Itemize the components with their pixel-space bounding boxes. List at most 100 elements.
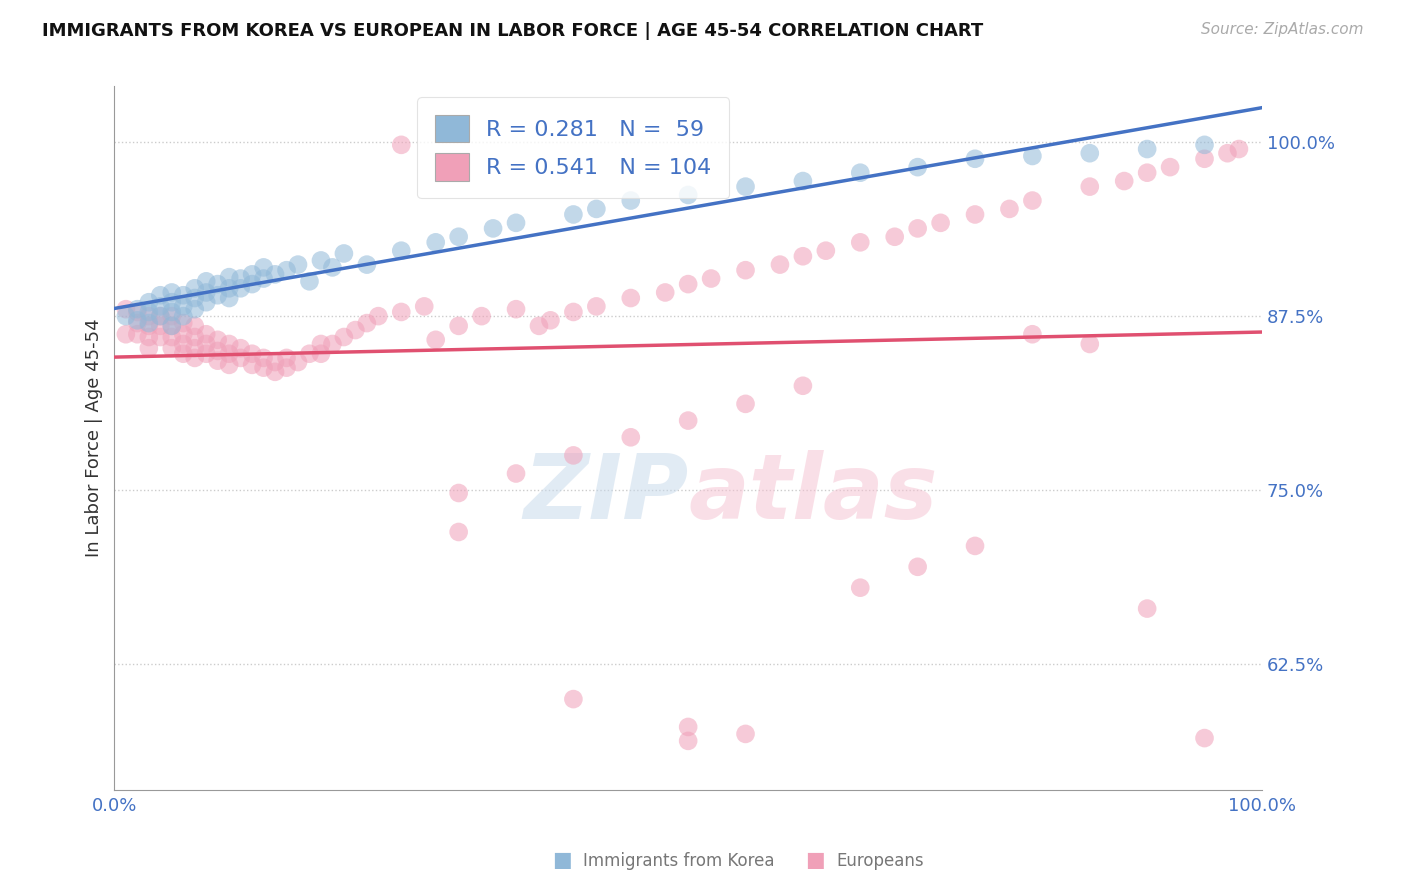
Point bbox=[172, 309, 194, 323]
Point bbox=[184, 318, 207, 333]
Text: Europeans: Europeans bbox=[837, 852, 924, 870]
Point bbox=[769, 258, 792, 272]
Point bbox=[849, 166, 872, 180]
Point bbox=[505, 467, 527, 481]
Point bbox=[963, 207, 986, 221]
Point bbox=[389, 305, 412, 319]
Point bbox=[1136, 601, 1159, 615]
Point bbox=[160, 318, 183, 333]
Point bbox=[207, 353, 229, 368]
Point bbox=[562, 449, 585, 463]
Point bbox=[1021, 149, 1043, 163]
Point bbox=[309, 253, 332, 268]
Point bbox=[792, 174, 814, 188]
Point bbox=[1078, 337, 1101, 351]
Point bbox=[527, 318, 550, 333]
Point bbox=[792, 249, 814, 263]
Point bbox=[413, 299, 436, 313]
Point bbox=[195, 347, 218, 361]
Text: Immigrants from Korea: Immigrants from Korea bbox=[583, 852, 775, 870]
Point bbox=[963, 152, 986, 166]
Point bbox=[562, 692, 585, 706]
Point bbox=[1021, 327, 1043, 342]
Point bbox=[184, 351, 207, 365]
Point bbox=[447, 229, 470, 244]
Point bbox=[654, 285, 676, 300]
Point bbox=[252, 260, 274, 275]
Point bbox=[218, 358, 240, 372]
Point bbox=[160, 305, 183, 319]
Point bbox=[160, 285, 183, 300]
Point bbox=[218, 347, 240, 361]
Text: Source: ZipAtlas.com: Source: ZipAtlas.com bbox=[1201, 22, 1364, 37]
Point bbox=[998, 202, 1021, 216]
Point bbox=[160, 318, 183, 333]
Point bbox=[138, 295, 160, 310]
Point bbox=[344, 323, 367, 337]
Point bbox=[195, 295, 218, 310]
Point bbox=[321, 260, 343, 275]
Point bbox=[229, 341, 252, 355]
Point bbox=[264, 268, 287, 282]
Point bbox=[115, 309, 138, 323]
Point bbox=[1194, 152, 1216, 166]
Point bbox=[138, 316, 160, 330]
Point bbox=[172, 327, 194, 342]
Point bbox=[585, 202, 607, 216]
Point bbox=[252, 351, 274, 365]
Point bbox=[676, 720, 699, 734]
Point bbox=[1136, 166, 1159, 180]
Point bbox=[207, 343, 229, 358]
Point bbox=[195, 327, 218, 342]
Point bbox=[160, 295, 183, 310]
Point bbox=[195, 274, 218, 288]
Point bbox=[1227, 142, 1250, 156]
Point bbox=[849, 235, 872, 250]
Point bbox=[389, 244, 412, 258]
Point bbox=[505, 216, 527, 230]
Point bbox=[734, 179, 756, 194]
Point bbox=[298, 274, 321, 288]
Point bbox=[1078, 179, 1101, 194]
Legend: R = 0.281   N =  59, R = 0.541   N = 104: R = 0.281 N = 59, R = 0.541 N = 104 bbox=[418, 97, 730, 198]
Point bbox=[356, 316, 378, 330]
Point bbox=[127, 313, 149, 327]
Point bbox=[287, 258, 309, 272]
Text: ZIP: ZIP bbox=[523, 450, 688, 538]
Point bbox=[149, 299, 172, 313]
Point bbox=[849, 581, 872, 595]
Point bbox=[562, 305, 585, 319]
Point bbox=[676, 277, 699, 292]
Point bbox=[309, 337, 332, 351]
Point bbox=[298, 347, 321, 361]
Point bbox=[309, 347, 332, 361]
Point bbox=[1114, 174, 1136, 188]
Point bbox=[700, 271, 723, 285]
Point bbox=[367, 309, 389, 323]
Point bbox=[505, 302, 527, 317]
Point bbox=[195, 337, 218, 351]
Point bbox=[229, 271, 252, 285]
Point bbox=[620, 291, 643, 305]
Point bbox=[264, 365, 287, 379]
Point bbox=[252, 360, 274, 375]
Point bbox=[333, 330, 356, 344]
Point bbox=[149, 318, 172, 333]
Point bbox=[229, 351, 252, 365]
Point bbox=[333, 246, 356, 260]
Point bbox=[184, 302, 207, 317]
Point bbox=[907, 221, 929, 235]
Point bbox=[149, 288, 172, 302]
Point bbox=[562, 207, 585, 221]
Point bbox=[734, 397, 756, 411]
Point bbox=[207, 333, 229, 347]
Point bbox=[172, 337, 194, 351]
Point bbox=[240, 358, 263, 372]
Point bbox=[425, 333, 447, 347]
Point bbox=[1078, 146, 1101, 161]
Point bbox=[195, 285, 218, 300]
Point bbox=[229, 281, 252, 295]
Point bbox=[676, 414, 699, 428]
Point bbox=[240, 277, 263, 292]
Point bbox=[963, 539, 986, 553]
